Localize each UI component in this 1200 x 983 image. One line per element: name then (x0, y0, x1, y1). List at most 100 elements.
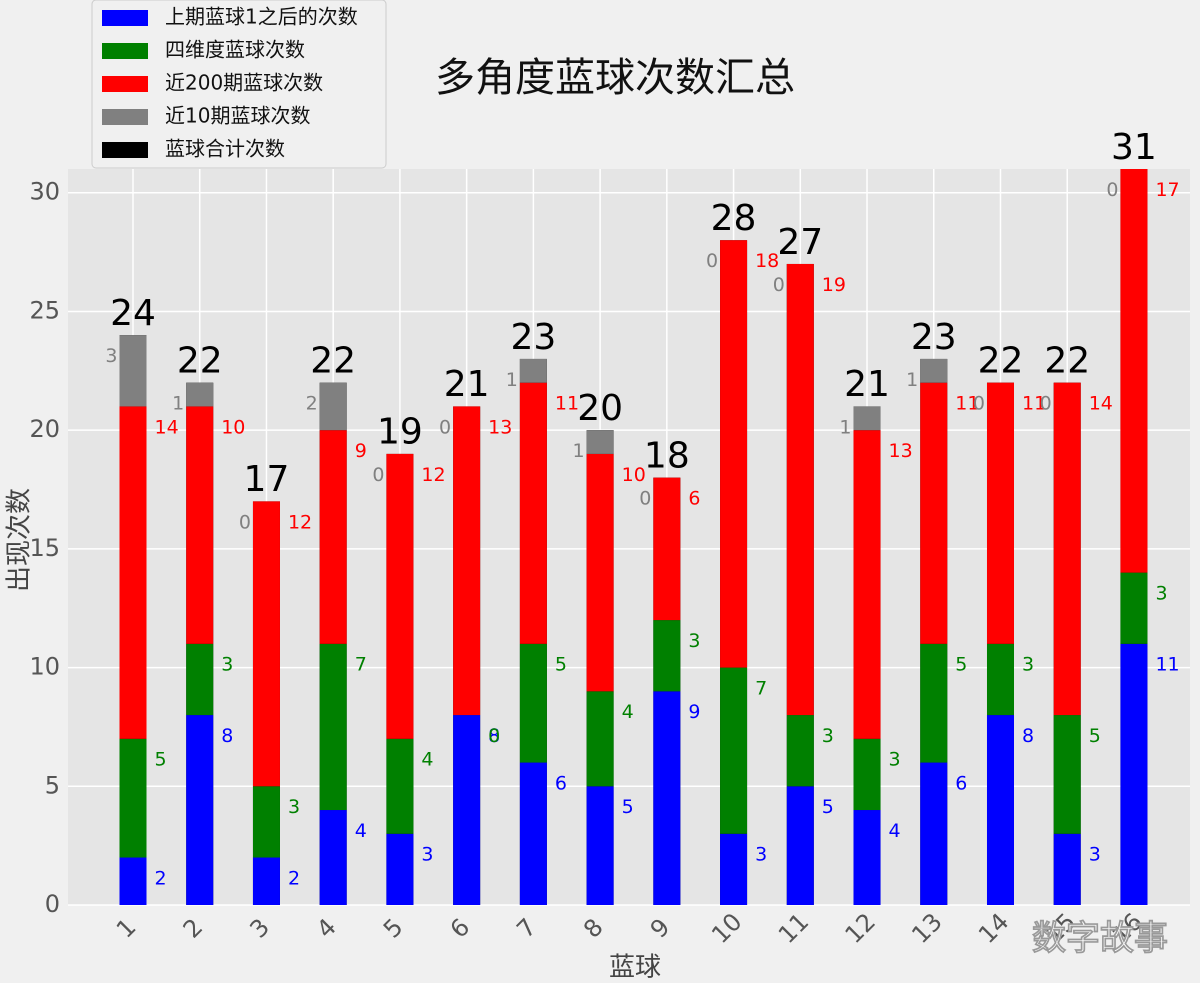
legend-swatch (102, 10, 148, 26)
bar-segment (786, 715, 814, 787)
total-label: 20 (577, 388, 623, 429)
x-tick-label: 13 (906, 908, 947, 949)
total-label: 22 (177, 340, 223, 381)
bar-segment (186, 715, 214, 905)
bar-segment (653, 691, 681, 905)
segment-label: 10 (221, 416, 245, 438)
legend-label: 上期蓝球1之后的次数 (165, 5, 358, 29)
bar-segment (119, 857, 147, 905)
segment-label: 12 (421, 464, 445, 486)
y-tick-label: 5 (45, 771, 60, 799)
bar-segment (586, 691, 614, 787)
bar-segment (319, 810, 347, 905)
segment-label: 13 (889, 440, 913, 462)
segment-label: 3 (889, 749, 901, 771)
bar-segment (586, 786, 614, 905)
segment-label: 2 (288, 867, 300, 889)
bar-segment (653, 620, 681, 692)
bar-segment (1120, 572, 1148, 644)
y-tick-label: 15 (29, 534, 60, 562)
x-tick-label: 11 (773, 908, 814, 949)
total-label: 22 (978, 340, 1024, 381)
y-tick-label: 10 (29, 653, 60, 681)
total-label: 24 (110, 293, 156, 334)
segment-label: 9 (688, 701, 700, 723)
x-tick-label: 10 (706, 908, 747, 949)
chart-title: 多角度蓝球次数汇总 (435, 55, 795, 101)
bar-segment (453, 715, 481, 905)
segment-label: 0 (488, 725, 500, 747)
bar-segment (186, 643, 214, 716)
bar-segment (920, 382, 948, 644)
y-tick-label: 30 (29, 178, 60, 206)
bar-segment (119, 738, 147, 858)
y-tick-label: 25 (29, 296, 60, 324)
segment-label: 0 (973, 393, 985, 415)
segment-label: 8 (1022, 725, 1034, 747)
segment-label: 1 (573, 440, 585, 462)
segment-label: 3 (755, 844, 767, 866)
bar-segment (853, 430, 881, 739)
legend-swatch (102, 109, 148, 125)
segment-label: 0 (706, 250, 718, 272)
x-tick-label: 9 (645, 913, 676, 944)
bar-segment (786, 786, 814, 905)
segment-label: 4 (622, 701, 634, 723)
bar-segment (920, 762, 948, 905)
bar-segment (519, 643, 547, 763)
segment-label: 2 (306, 393, 318, 415)
segment-label: 0 (1040, 393, 1052, 415)
legend-swatch (102, 76, 148, 92)
segment-label: 6 (955, 772, 967, 794)
bar-segment (252, 857, 280, 905)
legend-label: 近200期蓝球次数 (165, 71, 323, 95)
bar-segment (1120, 643, 1148, 905)
bar-segment (786, 263, 814, 716)
segment-label: 1 (172, 393, 184, 415)
y-axis-label: 出现次数 (5, 488, 35, 592)
total-label: 23 (911, 317, 957, 358)
bar-segment (720, 833, 748, 905)
bar-segment (186, 406, 214, 644)
total-label: 28 (711, 198, 757, 239)
y-tick-label: 0 (45, 890, 60, 918)
bar-segment (920, 358, 948, 383)
segment-label: 11 (955, 393, 979, 415)
bar-segment (186, 382, 214, 407)
segment-label: 4 (889, 820, 901, 842)
bar-segment (853, 810, 881, 905)
x-tick-label: 4 (311, 913, 342, 944)
segment-label: 8 (221, 725, 233, 747)
segment-label: 3 (421, 844, 433, 866)
bar-segment (986, 643, 1014, 716)
total-label: 21 (844, 364, 890, 405)
bar-segment (386, 738, 414, 834)
bar-segment (453, 406, 481, 716)
segment-label: 18 (755, 250, 779, 272)
segment-label: 5 (622, 796, 634, 818)
segment-label: 5 (155, 749, 167, 771)
total-label: 27 (777, 222, 823, 263)
bar-segment (586, 453, 614, 692)
bar-segment (586, 430, 614, 454)
segment-label: 13 (488, 416, 512, 438)
bar-segment (720, 667, 748, 834)
total-label: 19 (377, 412, 423, 453)
y-tick-label: 20 (29, 415, 60, 443)
segment-label: 14 (155, 416, 179, 438)
bar-segment (119, 406, 147, 739)
segment-label: 5 (555, 654, 567, 676)
bar-segment (319, 430, 347, 644)
segment-label: 3 (1089, 844, 1101, 866)
legend-label: 蓝球合计次数 (165, 137, 285, 161)
segment-label: 5 (822, 796, 834, 818)
segment-label: 5 (955, 654, 967, 676)
bar-segment (252, 501, 280, 787)
segment-label: 9 (355, 440, 367, 462)
segment-label: 3 (221, 654, 233, 676)
bar-segment (1053, 382, 1081, 716)
x-tick-label: 8 (578, 913, 609, 944)
total-label: 31 (1111, 127, 1157, 168)
segment-label: 2 (155, 867, 167, 889)
